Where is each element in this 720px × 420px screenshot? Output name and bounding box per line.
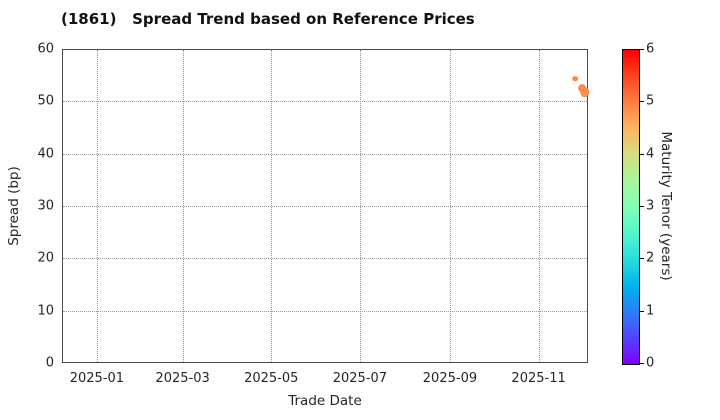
plot-area [62,49,588,363]
y-gridline [63,310,587,312]
colorbar-tick-label: 4 [646,146,655,162]
y-tick-label: 60 [37,41,54,57]
scatter-point [578,83,587,92]
scatter-point [572,76,578,82]
x-tick-label: 2025-05 [244,371,299,386]
colorbar-tick-label: 1 [646,303,655,319]
x-tick-label: 2025-01 [69,371,125,386]
y-tick-label: 0 [45,355,54,371]
colorbar-tick-label: 2 [646,250,655,266]
colorbar-tick-label: 6 [646,41,655,57]
y-tick-label: 20 [37,250,54,266]
colorbar-tick-mark [640,363,644,364]
colorbar-tick-mark [640,49,644,50]
chart-title: (1861) Spread Trend based on Reference P… [61,10,475,28]
y-gridline [63,206,587,207]
colorbar-tick-label: 3 [646,198,655,214]
x-axis-label: Trade Date [288,393,362,409]
colorbar-tick-mark [640,310,644,312]
scatter-point [580,87,590,98]
y-gridline [63,101,587,103]
y-tick-label: 30 [37,198,54,214]
colorbar-tick-mark [640,153,644,155]
colorbar-tick-label: 5 [646,93,655,109]
x-tick-label: 2025-09 [422,371,478,386]
colorbar-label: Maturity Tenor (years) [658,131,674,281]
x-tick-label: 2025-11 [511,371,566,386]
colorbar-tick-label: 0 [646,355,655,371]
colorbar-tick-mark [640,258,644,260]
colorbar-tick-mark [640,206,644,207]
y-gridline [63,153,587,155]
y-tick-label: 50 [37,93,54,109]
colorbar-gradient [622,49,640,365]
y-tick-label: 40 [37,146,54,162]
x-tick-label: 2025-07 [332,371,388,386]
y-tick-label: 10 [37,303,54,319]
x-tick-label: 2025-03 [155,371,210,386]
colorbar-tick-mark [640,101,644,103]
y-gridline [63,258,587,260]
